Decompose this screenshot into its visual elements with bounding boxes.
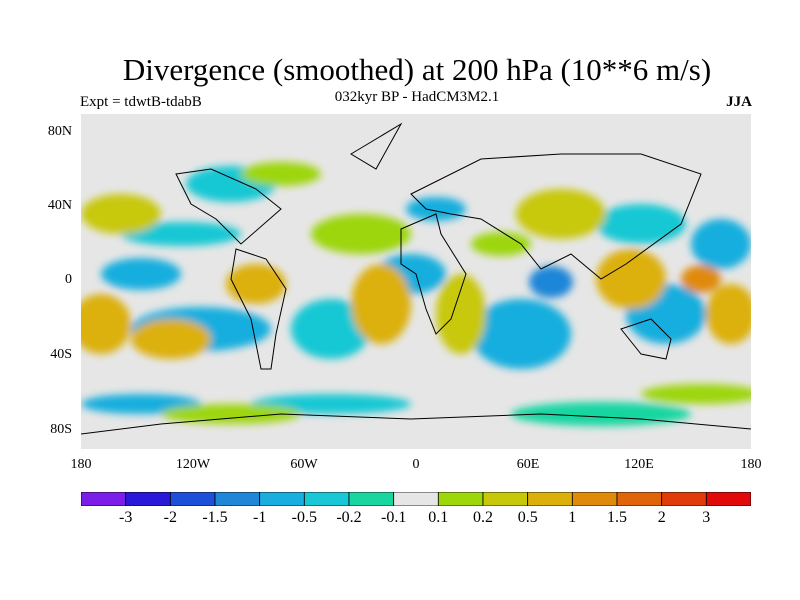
- experiment-label: Expt = tdwtB-tdabB: [80, 94, 202, 110]
- colorbar-tick-label: -0.2: [336, 509, 362, 526]
- lon-label-60e: 60E: [516, 457, 540, 472]
- colorbar-swatch: [259, 492, 305, 506]
- lon-label-0: 0: [412, 457, 420, 472]
- lat-label-80n: 80N: [47, 124, 72, 139]
- colorbar-tick-label: 0.1: [428, 509, 449, 526]
- lon-label-180w: 180: [70, 457, 92, 472]
- lon-label-60w: 60W: [290, 457, 318, 472]
- colorbar-swatch: [705, 492, 751, 506]
- colorbar-tick-label: 0.2: [473, 509, 493, 526]
- lon-label-120e: 120E: [624, 457, 654, 472]
- colorbar-tick-label: 3: [702, 509, 711, 526]
- colorbar-swatch: [661, 492, 707, 506]
- colorbar-tick-label: -2: [163, 509, 177, 526]
- lon-label-120w: 120W: [175, 457, 211, 472]
- colorbar-swatch: [125, 492, 171, 506]
- colorbar-swatch: [169, 492, 216, 506]
- colorbar-tick-label: 1.5: [607, 509, 627, 526]
- colorbar-tick-label: 0.5: [517, 509, 538, 526]
- colorbar-tick-label: -0.5: [291, 509, 317, 526]
- colorbar-swatch: [482, 492, 529, 506]
- colorbar-swatch: [571, 492, 618, 506]
- coastlines: [81, 122, 751, 435]
- colorbar-swatch: [303, 492, 350, 506]
- lat-label-80s: 80S: [50, 422, 72, 437]
- divergence-map: [81, 114, 751, 449]
- colorbar-swatch: [437, 492, 484, 506]
- colorbar-swatch: [81, 492, 127, 506]
- lat-label-0: 0: [65, 272, 72, 287]
- colorbar-tick-label: -1.5: [202, 509, 228, 526]
- season-label: JJA: [726, 94, 752, 110]
- divergence-field: [81, 162, 751, 426]
- map-title: Divergence (smoothed) at 200 hPa (10**6 …: [122, 52, 712, 87]
- lat-label-40n: 40N: [47, 198, 72, 213]
- colorbar-swatch: [348, 492, 395, 506]
- colorbar: [81, 492, 751, 506]
- colorbar-tick-label: 1: [568, 509, 577, 526]
- colorbar-swatch: [214, 492, 261, 506]
- map-subtitle: 032kyr BP - HadCM3M2.1: [334, 89, 500, 105]
- colorbar-tick-label: 2: [657, 509, 666, 526]
- colorbar-tick-label: -3: [119, 509, 133, 526]
- lat-label-40s: 40S: [50, 347, 72, 362]
- colorbar-tick-label: -1: [253, 509, 267, 526]
- colorbar-swatch: [527, 492, 573, 506]
- colorbar-swatch: [616, 492, 663, 506]
- lon-label-180e: 180: [740, 457, 762, 472]
- colorbar-swatch: [393, 492, 439, 506]
- colorbar-tick-label: -0.1: [381, 509, 407, 526]
